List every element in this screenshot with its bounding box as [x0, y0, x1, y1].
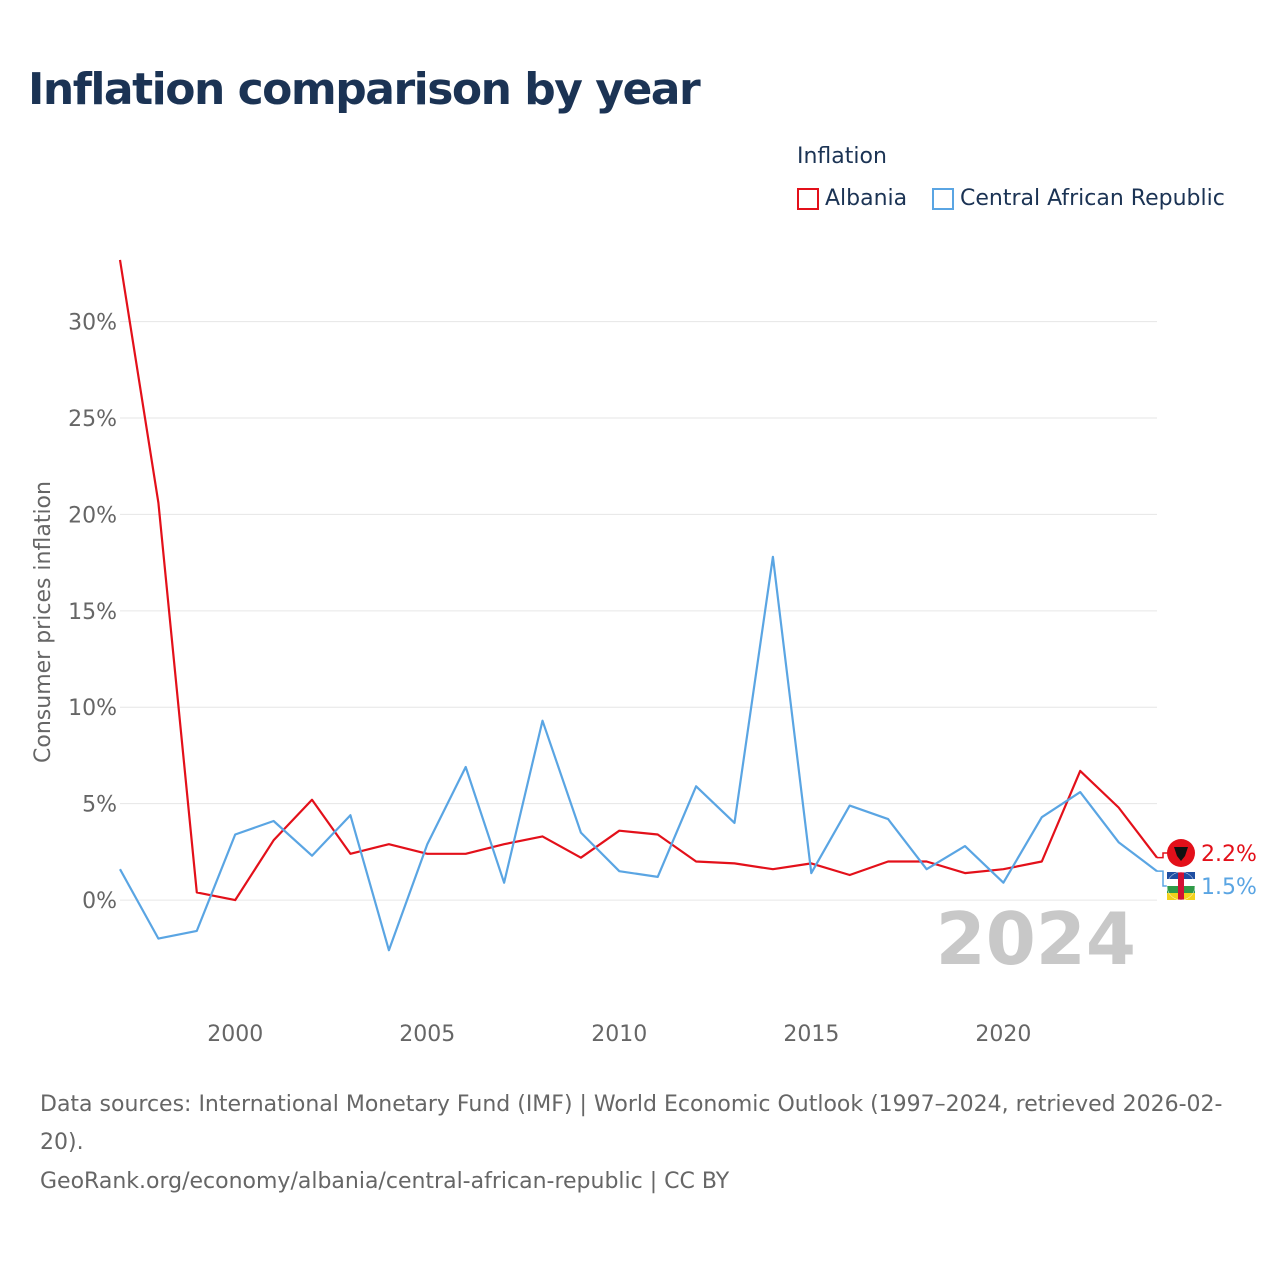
legend-title: Inflation — [797, 144, 887, 169]
legend-item-albania[interactable]: Albania — [797, 186, 907, 211]
series-lines — [118, 259, 1158, 952]
end-connector-albania — [1157, 852, 1169, 859]
gridlines — [120, 321, 1157, 901]
y-axis-label: Consumer prices inflation — [31, 481, 56, 763]
x-tick-label: 2015 — [783, 1022, 839, 1047]
chart-title: Inflation comparison by year — [28, 64, 701, 115]
legend-label-central-african-republic: Central African Republic — [960, 186, 1225, 211]
x-axis-ticks: 2000 2005 2010 2015 2020 — [207, 1022, 1031, 1047]
x-tick-label: 2000 — [207, 1022, 263, 1047]
series-line-central-african-republic[interactable] — [119, 555, 1158, 952]
y-tick-label: 30% — [68, 311, 117, 336]
x-tick-label: 2010 — [591, 1022, 647, 1047]
end-label-central-african-republic: 1.5% — [1201, 875, 1257, 900]
y-tick-label: 25% — [68, 407, 117, 432]
year-watermark: 2024 — [936, 897, 1136, 981]
y-tick-label: 0% — [82, 889, 117, 914]
series-line-albania[interactable] — [118, 259, 1158, 902]
legend-item-central-african-republic[interactable]: Central African Republic — [932, 186, 1225, 211]
end-label-albania: 2.2% — [1201, 842, 1257, 867]
y-tick-label: 5% — [82, 793, 117, 818]
x-tick-label: 2005 — [399, 1022, 455, 1047]
series-end-markers: 2.2% 1.5% — [1157, 839, 1257, 901]
credit-link[interactable]: GeoRank.org/economy/albania/central-afri… — [40, 1169, 730, 1194]
data-sources: Data sources: International Monetary Fun… — [40, 1092, 1223, 1155]
x-tick-label: 2020 — [975, 1022, 1031, 1047]
y-axis-ticks: 0% 5% 10% 15% 20% 25% 30% — [68, 311, 117, 915]
end-connector-central-african-republic — [1157, 870, 1169, 887]
y-tick-label: 15% — [68, 600, 117, 625]
legend-swatch-central-african-republic — [932, 187, 954, 210]
flag-icon-albania — [1167, 839, 1195, 867]
y-tick-label: 20% — [68, 503, 117, 528]
legend-swatch-albania — [797, 187, 819, 210]
y-tick-label: 10% — [68, 696, 117, 721]
flag-icon-central-african-republic — [1166, 871, 1196, 901]
legend-label-albania: Albania — [825, 186, 908, 211]
